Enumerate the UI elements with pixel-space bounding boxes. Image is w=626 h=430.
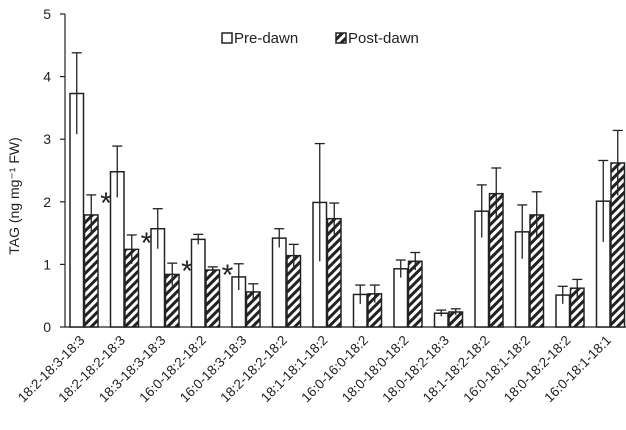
significance-marker: * — [181, 255, 193, 288]
legend-label-pre-dawn: Pre-dawn — [234, 30, 298, 47]
bar-post-dawn — [326, 217, 342, 328]
bar-pre-dawn — [190, 238, 206, 328]
y-tick-label: 3 — [43, 131, 51, 147]
bar-post-dawn — [407, 260, 423, 328]
y-tick-label: 5 — [43, 6, 51, 22]
significance-marker: * — [222, 259, 234, 292]
bar-pre-dawn — [271, 237, 287, 328]
legend-swatch-post-dawn — [335, 32, 347, 44]
y-tick-label: 1 — [43, 256, 51, 272]
y-tick-label: 4 — [43, 69, 51, 85]
plot-area: 012345*18:2-18:3-18:3*18:2-18:2-18:3*18:… — [15, 6, 626, 405]
legend-label-post-dawn: Post-dawn — [348, 30, 419, 47]
legend: Pre-dawn Post-dawn — [221, 30, 419, 47]
y-tick-label: 2 — [43, 194, 51, 210]
significance-marker: * — [100, 187, 112, 220]
y-axis-title: TAG (ng mg⁻¹ FW) — [6, 137, 22, 255]
legend-swatch-pre-dawn — [221, 32, 233, 44]
bar-post-dawn — [205, 269, 221, 328]
y-tick-label: 0 — [43, 319, 51, 335]
significance-marker: * — [141, 227, 153, 260]
